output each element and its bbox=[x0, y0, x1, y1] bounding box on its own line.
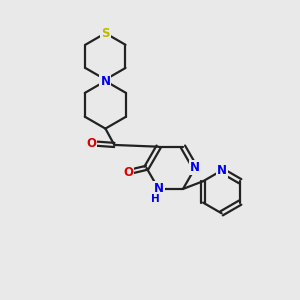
Text: N: N bbox=[100, 74, 110, 88]
Text: N: N bbox=[100, 73, 110, 86]
Text: N: N bbox=[190, 161, 200, 174]
Text: S: S bbox=[101, 27, 110, 40]
Text: O: O bbox=[86, 137, 96, 150]
Text: O: O bbox=[123, 166, 133, 179]
Text: N: N bbox=[217, 164, 226, 177]
Text: H: H bbox=[151, 194, 159, 204]
Text: N: N bbox=[154, 182, 164, 195]
